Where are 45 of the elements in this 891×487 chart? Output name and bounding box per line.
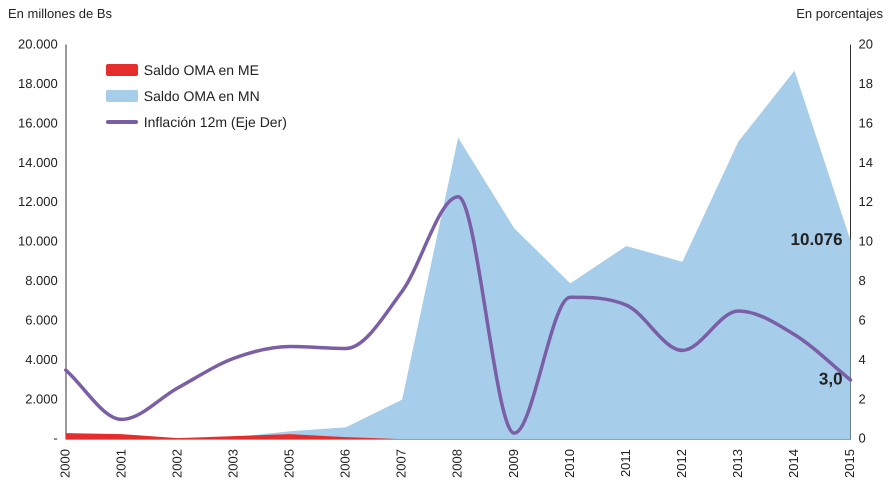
x-tick-label: 2015 [842,449,858,478]
annotation: 3,0 [818,370,843,389]
y-axis-title: En millones de Bs [8,6,112,21]
x-tick-label: 2005 [282,449,297,478]
x-tick-label: 2001 [113,449,128,478]
y-tick-label: 2.000 [25,391,58,406]
y-tick-label: 6.000 [25,312,58,328]
x-tick-label: 2007 [394,449,409,478]
y2-tick-label: 6 [858,312,866,328]
legend-label: Saldo OMA en MN [144,88,260,104]
y2-tick-label: 8 [858,273,866,288]
y-tick-label: 16.000 [18,115,58,130]
y-tick-label: 10.000 [18,234,58,249]
y-tick-label: 18.000 [18,76,58,91]
x-tick-label: 2002 [169,449,184,478]
y2-tick-label: 12 [858,194,874,210]
y-tick-label: 14.000 [18,154,58,170]
y2-tick-label: 2 [858,391,866,406]
y-tick-label: 4.000 [25,352,58,367]
y2-tick-label: 18 [858,76,874,91]
x-tick-label: 2014 [786,449,802,478]
y2-tick-label: 0 [858,430,866,446]
line-series [64,194,852,435]
x-tick-label: 2010 [562,449,577,478]
x-tick-label: 2000 [57,449,72,478]
x-tick-label: 2012 [674,449,689,478]
x-tick-label: 2008 [450,449,465,478]
x-tick-label: 2011 [618,449,633,478]
y2-tick-label: 20 [858,36,874,52]
x-tick-label: 2006 [338,449,353,478]
y-tick-label: 8.000 [25,273,58,288]
y2-tick-label: 14 [858,154,874,170]
x-tick-label: 2013 [730,449,746,478]
annotation: 10.076 [790,230,843,250]
x-tick-label: 2003 [226,449,241,478]
legend-label: Saldo OMA en ME [144,62,259,78]
y2-tick-label: 10 [858,234,874,249]
y-tick-label: 12.000 [18,194,58,210]
y2-tick-label: 4 [858,352,866,367]
y2-tick-label: 16 [858,115,874,130]
y-tick-label: 20.000 [18,36,58,52]
y-tick-label: - [53,430,58,446]
legend-label: Inflación 12m (Eje Der) [144,114,287,130]
x-tick-label: 2009 [506,449,521,478]
y2-axis-title: En porcentajes [796,6,883,21]
